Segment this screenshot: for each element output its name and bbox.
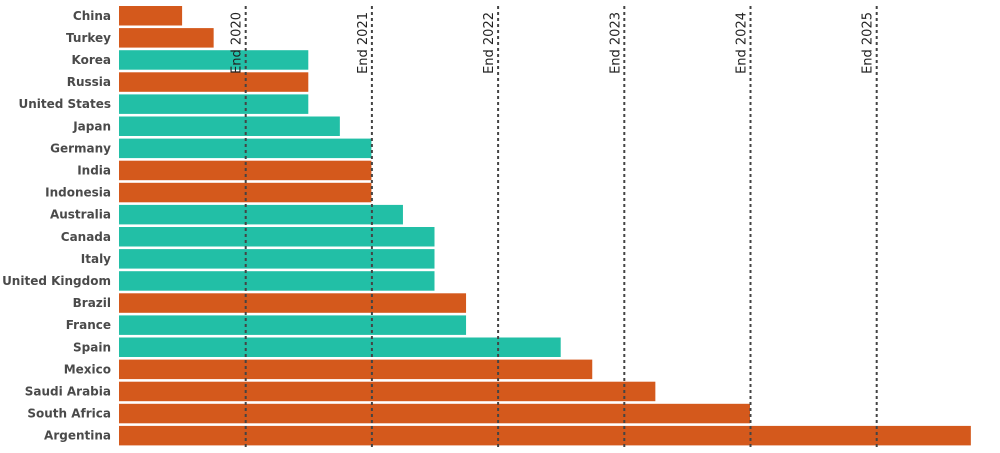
category-label-australia: Australia	[50, 208, 111, 222]
category-label-korea: Korea	[72, 53, 112, 67]
bar-china	[119, 6, 183, 26]
reference-label-end-2021: End 2021	[356, 12, 371, 74]
bar-south-africa	[119, 403, 750, 424]
reference-label-end-2020: End 2020	[230, 12, 245, 74]
category-label-germany: Germany	[50, 141, 111, 155]
category-labels-layer: China Turkey Korea Russia United States Japan…	[2, 9, 111, 443]
bar-brazil	[119, 293, 467, 313]
category-label-spain: Spain	[73, 340, 111, 354]
bar-united-kingdom	[119, 271, 435, 291]
category-label-japan: Japan	[72, 119, 111, 133]
reference-label-end-2025: End 2025	[861, 12, 876, 74]
category-label-mexico: Mexico	[64, 362, 111, 376]
bar-korea	[119, 50, 309, 70]
bar-france	[119, 315, 467, 335]
reference-label-end-2022: End 2022	[482, 12, 497, 74]
bar-canada	[119, 227, 435, 247]
category-label-turkey: Turkey	[66, 31, 111, 45]
bar-germany	[119, 138, 372, 159]
bar-russia	[119, 72, 309, 92]
bar-saudi-arabia	[119, 381, 656, 402]
bar-italy	[119, 249, 435, 269]
reference-label-end-2023: End 2023	[608, 12, 623, 74]
category-label-saudi-arabia: Saudi Arabia	[25, 384, 111, 398]
bars-layer	[119, 6, 971, 446]
category-label-brazil: Brazil	[73, 296, 111, 310]
bar-mexico	[119, 359, 593, 380]
bar-united-states	[119, 94, 309, 114]
bar-turkey	[119, 28, 214, 48]
reference-lines-layer: End 2020 End 2021 End 2022 End 2023 End 2024…	[230, 6, 878, 448]
category-label-canada: Canada	[61, 230, 111, 244]
category-label-russia: Russia	[67, 75, 111, 89]
category-label-china: China	[73, 9, 111, 23]
category-label-indonesia: Indonesia	[45, 186, 111, 200]
category-label-india: India	[77, 163, 111, 177]
category-label-france: France	[66, 318, 111, 332]
bar-japan	[119, 116, 340, 136]
category-label-united-states: United States	[18, 97, 111, 111]
category-label-south-africa: South Africa	[27, 407, 111, 421]
bar-argentina	[119, 425, 971, 446]
category-label-united-kingdom: United Kingdom	[2, 274, 111, 288]
category-label-argentina: Argentina	[44, 429, 111, 443]
bar-australia	[119, 204, 403, 225]
reference-label-end-2024: End 2024	[735, 12, 750, 74]
category-label-italy: Italy	[81, 252, 111, 266]
bar-spain	[119, 337, 561, 357]
